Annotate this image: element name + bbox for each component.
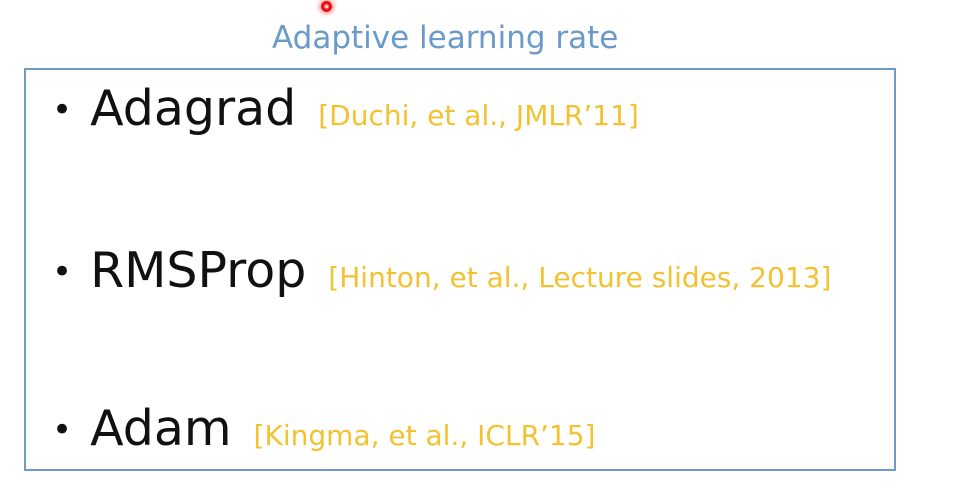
list-item-adagrad: • Adagrad [Duchi, et al., JMLR’11] xyxy=(52,80,639,137)
content-box xyxy=(24,68,896,471)
method-name: Adagrad xyxy=(90,80,297,137)
citation: [Hinton, et al., Lecture slides, 2013] xyxy=(328,261,832,294)
bullet-icon: • xyxy=(52,90,73,130)
citation: [Kingma, et al., ICLR’15] xyxy=(253,419,596,452)
laser-pointer-dot xyxy=(321,1,332,12)
citation: [Duchi, et al., JMLR’11] xyxy=(318,99,639,132)
bullet-icon: • xyxy=(52,410,73,450)
method-name: Adam xyxy=(90,400,232,457)
list-item-rmsprop: • RMSProp [Hinton, et al., Lecture slide… xyxy=(52,242,831,299)
list-item-adam: • Adam [Kingma, et al., ICLR’15] xyxy=(52,400,595,457)
slide-title: Adaptive learning rate xyxy=(272,20,619,56)
bullet-icon: • xyxy=(52,252,73,292)
method-name: RMSProp xyxy=(90,242,307,299)
